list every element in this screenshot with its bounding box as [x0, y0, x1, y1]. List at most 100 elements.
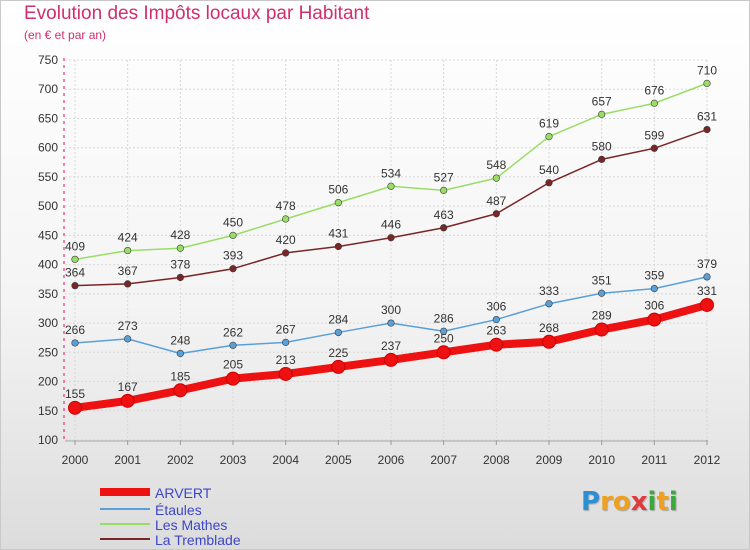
- gridlines: [65, 59, 708, 441]
- data-point: [334, 328, 342, 337]
- y-tick-label: 600: [38, 141, 58, 155]
- data-label: 250: [434, 331, 454, 345]
- data-point: [282, 249, 290, 257]
- x-tick-label: 2000: [62, 453, 89, 467]
- data-point: [71, 282, 79, 290]
- x-tick-label: 2010: [588, 453, 615, 467]
- data-point: [650, 284, 658, 293]
- legend-label-0: ARVERT: [155, 485, 212, 501]
- data-label: 534: [381, 166, 401, 180]
- data-point: [120, 393, 135, 408]
- data-point: [440, 186, 448, 194]
- data-point: [598, 289, 606, 297]
- data-label: 266: [65, 323, 85, 337]
- data-point: [176, 349, 184, 358]
- data-label: 409: [65, 239, 85, 253]
- data-label: 225: [328, 346, 348, 360]
- y-tick-label: 100: [38, 433, 58, 447]
- data-point: [598, 110, 606, 118]
- data-label: 506: [328, 183, 348, 197]
- data-label: 359: [644, 269, 664, 283]
- logo-letter: r: [600, 487, 613, 517]
- data-point: [700, 297, 714, 312]
- data-point: [545, 300, 553, 308]
- data-point: [176, 244, 184, 252]
- data-label: 286: [434, 311, 454, 325]
- data-point: [229, 341, 237, 349]
- data-label: 300: [381, 303, 401, 317]
- data-point: [71, 339, 79, 347]
- y-tick-label: 450: [38, 228, 58, 242]
- logo-letter: x: [630, 487, 648, 517]
- logo-letter: i: [647, 487, 657, 517]
- data-label: 262: [223, 325, 243, 339]
- series: [68, 79, 714, 415]
- data-label: 263: [486, 324, 506, 338]
- data-label: 351: [592, 273, 612, 287]
- data-label: 527: [434, 170, 454, 184]
- logo-letter: o: [612, 487, 631, 517]
- data-point: [176, 273, 184, 282]
- data-label: 333: [539, 284, 559, 298]
- data-point: [124, 280, 132, 288]
- data-label: 267: [276, 322, 296, 336]
- legend-label-3: La Tremblade: [155, 532, 241, 548]
- y-tick-label: 650: [38, 111, 58, 125]
- data-label: 273: [118, 319, 138, 333]
- chart-title: Evolution des Impôts locaux par Habitant: [24, 3, 370, 24]
- data-label: 657: [592, 94, 612, 108]
- data-label: 379: [697, 257, 717, 271]
- data-point: [594, 322, 609, 337]
- data-label: 548: [486, 158, 506, 172]
- data-label: 364: [65, 266, 85, 280]
- y-tick-label: 550: [38, 170, 58, 184]
- data-label: 450: [223, 215, 243, 229]
- y-tick-label: 200: [38, 375, 58, 389]
- y-tick-label: 300: [38, 316, 58, 330]
- data-label: 463: [434, 208, 454, 222]
- data-label: 631: [697, 110, 717, 124]
- data-point: [124, 246, 132, 255]
- data-point: [650, 99, 658, 107]
- data-label: 205: [223, 358, 243, 372]
- data-point: [489, 337, 504, 352]
- data-label: 619: [539, 117, 559, 131]
- data-label: 367: [118, 264, 138, 278]
- x-tick-label: 2009: [536, 453, 563, 467]
- data-label: 540: [539, 163, 559, 177]
- data-point: [387, 182, 395, 190]
- data-label: 213: [276, 353, 296, 367]
- data-label: 248: [170, 333, 190, 347]
- data-label: 185: [170, 369, 190, 383]
- data-label: 676: [644, 83, 664, 97]
- data-point: [492, 174, 500, 182]
- x-tick-label: 2007: [430, 453, 457, 467]
- data-point: [71, 255, 79, 263]
- data-point: [436, 345, 451, 360]
- data-label: 478: [276, 199, 296, 213]
- data-point: [124, 335, 132, 343]
- data-point: [387, 234, 395, 242]
- y-tick-label: 500: [38, 199, 58, 213]
- x-tick-label: 2006: [378, 453, 405, 467]
- data-label: 393: [223, 249, 243, 263]
- data-label: 446: [381, 218, 401, 232]
- data-label: 378: [170, 257, 190, 271]
- data-label: 284: [328, 312, 348, 326]
- data-point: [440, 224, 448, 232]
- data-point: [387, 319, 395, 327]
- data-point: [703, 125, 711, 134]
- data-point: [492, 315, 500, 324]
- data-point: [282, 215, 290, 223]
- data-point: [650, 144, 658, 152]
- data-label: 420: [276, 233, 296, 247]
- data-label: 268: [539, 321, 559, 335]
- data-point: [542, 334, 556, 349]
- x-tick-label: 2001: [114, 453, 141, 467]
- data-point: [334, 199, 342, 207]
- data-point: [703, 79, 711, 87]
- logo-letter: t: [656, 487, 669, 517]
- data-point: [598, 155, 606, 163]
